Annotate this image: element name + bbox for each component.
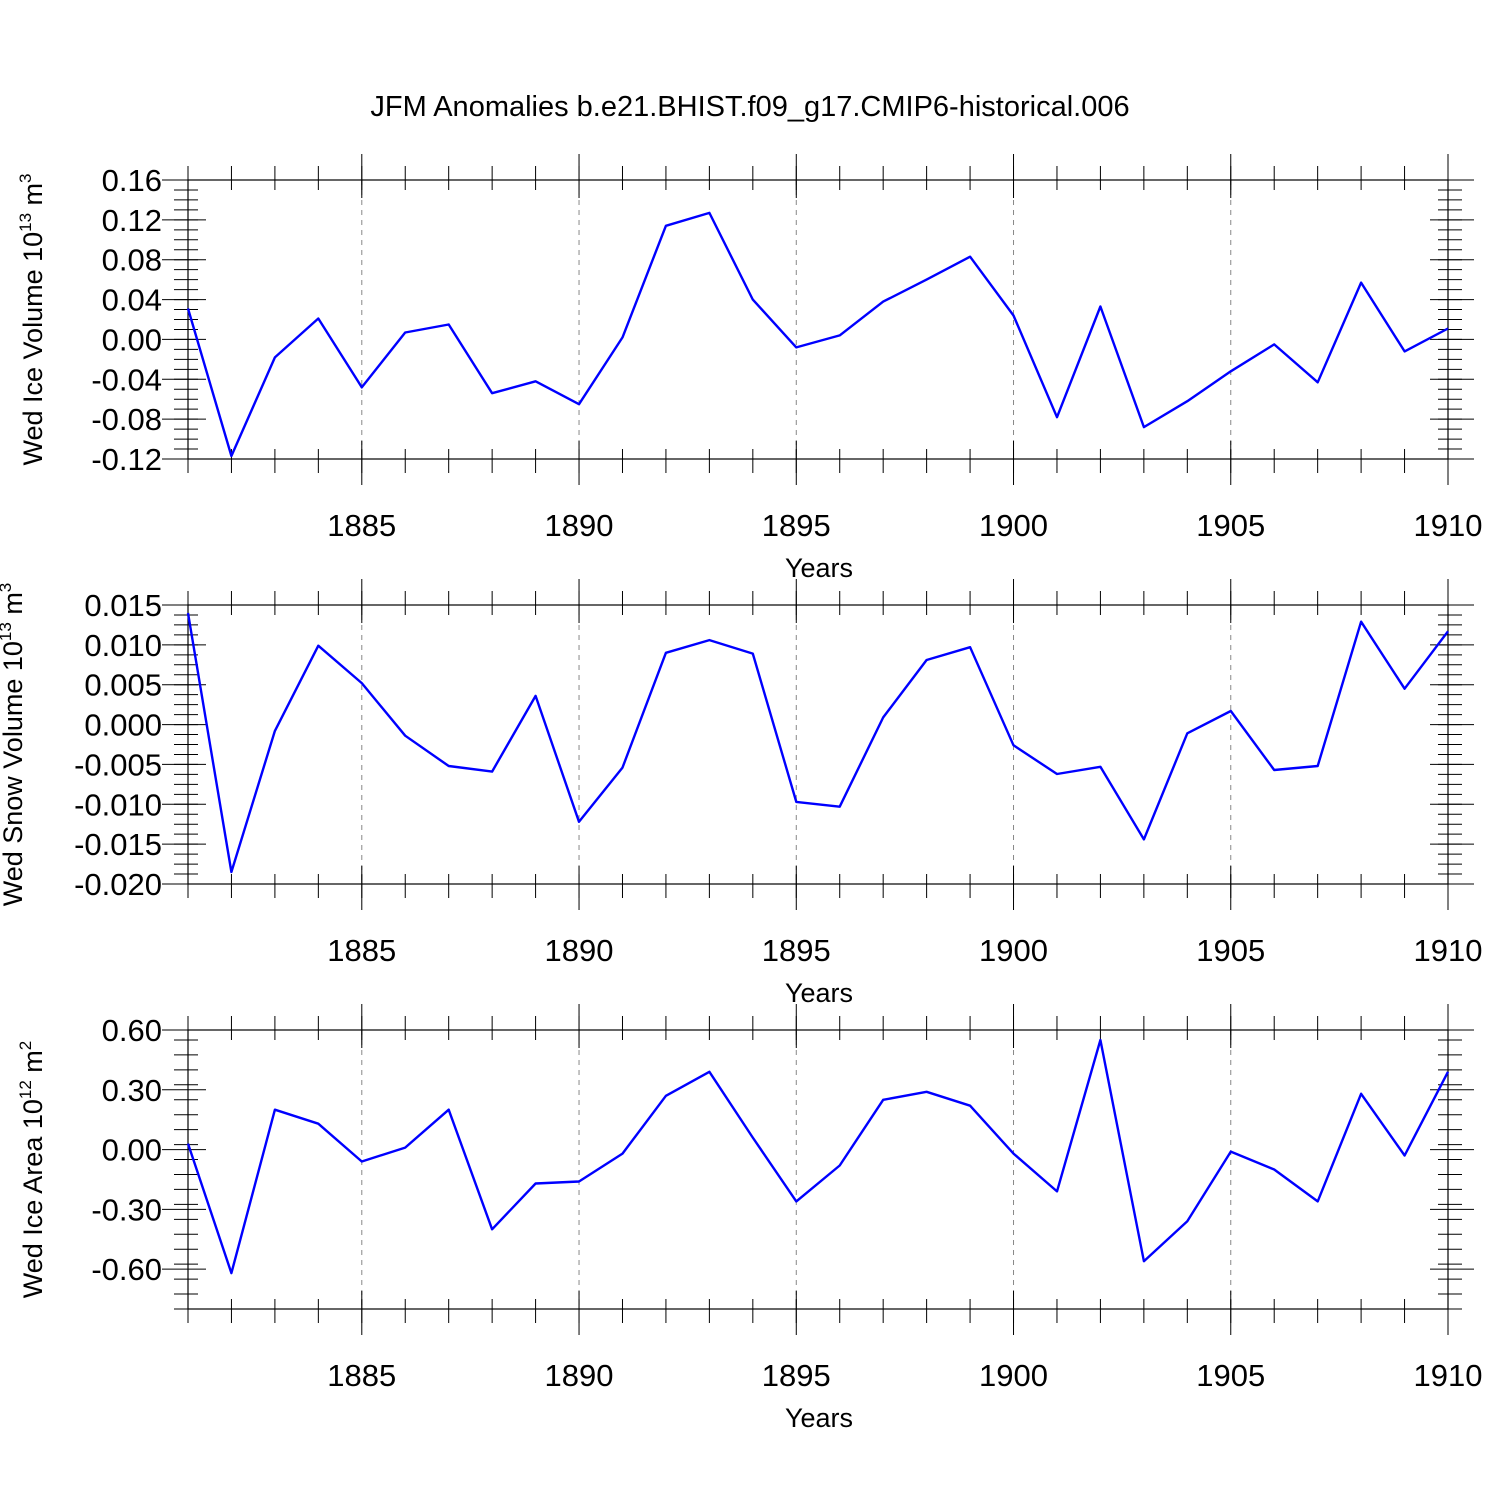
y-tick-label: -0.12 [91, 442, 162, 477]
x-tick-label: 1890 [545, 508, 614, 543]
y-tick-label: -0.60 [91, 1252, 162, 1287]
panels: 1885 1890 1895 1900 1905 1910 -0.12 -0.08 -0.04 0… [0, 154, 1482, 1433]
y-axis-label-unit-exponent: 2 [16, 1041, 35, 1050]
x-tick-label: 1885 [327, 508, 396, 543]
data-series-line [186, 612, 1449, 874]
chart-panel-2: 1885 1890 1895 1900 1905 1910 -0.020 -0.015 -0.0… [0, 579, 1482, 1008]
y-tick-label: -0.010 [74, 787, 162, 822]
y-tick-label: 0.08 [102, 243, 162, 278]
x-tick-label: 1910 [1414, 508, 1483, 543]
y-tick-label: 0.12 [102, 203, 162, 238]
x-tick-label: 1900 [979, 933, 1048, 968]
y-tick-label: 0.60 [102, 1013, 162, 1048]
x-tick-label: 1905 [1196, 508, 1265, 543]
y-tick-label: -0.020 [74, 867, 162, 902]
y-tick-label: -0.04 [91, 362, 162, 397]
y-tick-label: -0.30 [91, 1192, 162, 1227]
x-tick-label: 1890 [545, 1358, 614, 1393]
x-tick-label: 1900 [979, 1358, 1048, 1393]
x-tick-label: 1910 [1414, 1358, 1483, 1393]
data-series-line [186, 1038, 1450, 1275]
y-axis-label-unit-exponent: 3 [16, 173, 35, 182]
figure-title: JFM Anomalies b.e21.BHIST.f09_g17.CMIP6-… [370, 91, 1129, 123]
chart-panel-3: 1885 1890 1895 1900 1905 1910 -0.60 -0.30 0.00 0.… [16, 1004, 1482, 1433]
chart-panel-1: 1885 1890 1895 1900 1905 1910 -0.12 -0.08 -0.04 0… [16, 154, 1482, 583]
data-series-line [186, 211, 1449, 458]
y-axis-label-unit: m [0, 592, 28, 622]
x-axis-label: Years [785, 978, 853, 1008]
y-tick-label: 0.015 [84, 588, 162, 623]
y-tick-label: 0.010 [84, 628, 162, 663]
y-tick-label: 0.005 [84, 668, 162, 703]
x-tick-label: 1895 [762, 508, 831, 543]
x-tick-label: 1895 [762, 933, 831, 968]
x-tick-label: 1895 [762, 1358, 831, 1393]
plot-frame [187, 604, 1449, 885]
y-tick-label: 0.00 [102, 322, 162, 357]
y-axis-label-unit: m [18, 1050, 48, 1080]
x-tick-label: 1905 [1196, 933, 1265, 968]
plot-frame [187, 179, 1449, 460]
x-tick-label: 1890 [545, 933, 614, 968]
y-tick-label: -0.005 [74, 747, 162, 782]
x-axis-label: Years [785, 553, 853, 583]
y-axis-label-text: Wed Ice Area 10 [18, 1099, 48, 1298]
y-tick-label: -0.08 [91, 402, 162, 437]
y-tick-label: -0.015 [74, 827, 162, 862]
y-tick-label: 0.00 [102, 1133, 162, 1168]
y-axis-label-unit: m [18, 183, 48, 213]
y-tick-label: 0.04 [102, 283, 162, 318]
y-tick-label: 0.000 [84, 708, 162, 743]
y-axis-label-exponent: 13 [0, 622, 15, 641]
x-axis-label: Years [785, 1403, 853, 1433]
x-tick-label: 1910 [1414, 933, 1483, 968]
plot-frame [187, 1029, 1449, 1310]
x-tick-label: 1885 [327, 1358, 396, 1393]
x-tick-label: 1900 [979, 508, 1048, 543]
y-tick-label: 0.16 [102, 163, 162, 198]
y-axis-label-exponent: 13 [16, 213, 35, 232]
y-axis-label-text: Wed Ice Volume 10 [18, 232, 48, 466]
y-tick-label: 0.30 [102, 1073, 162, 1108]
y-axis-label: Wed Snow Volume 1013 m3 [0, 583, 28, 907]
x-tick-label: 1885 [327, 933, 396, 968]
y-axis-label-unit-exponent: 3 [0, 583, 15, 592]
y-axis-label: Wed Ice Area 1012 m2 [16, 1041, 48, 1299]
y-axis-label-text: Wed Snow Volume 10 [0, 641, 28, 906]
x-tick-label: 1905 [1196, 1358, 1265, 1393]
y-axis-label-exponent: 12 [16, 1080, 35, 1099]
y-axis-label: Wed Ice Volume 1013 m3 [16, 173, 48, 465]
